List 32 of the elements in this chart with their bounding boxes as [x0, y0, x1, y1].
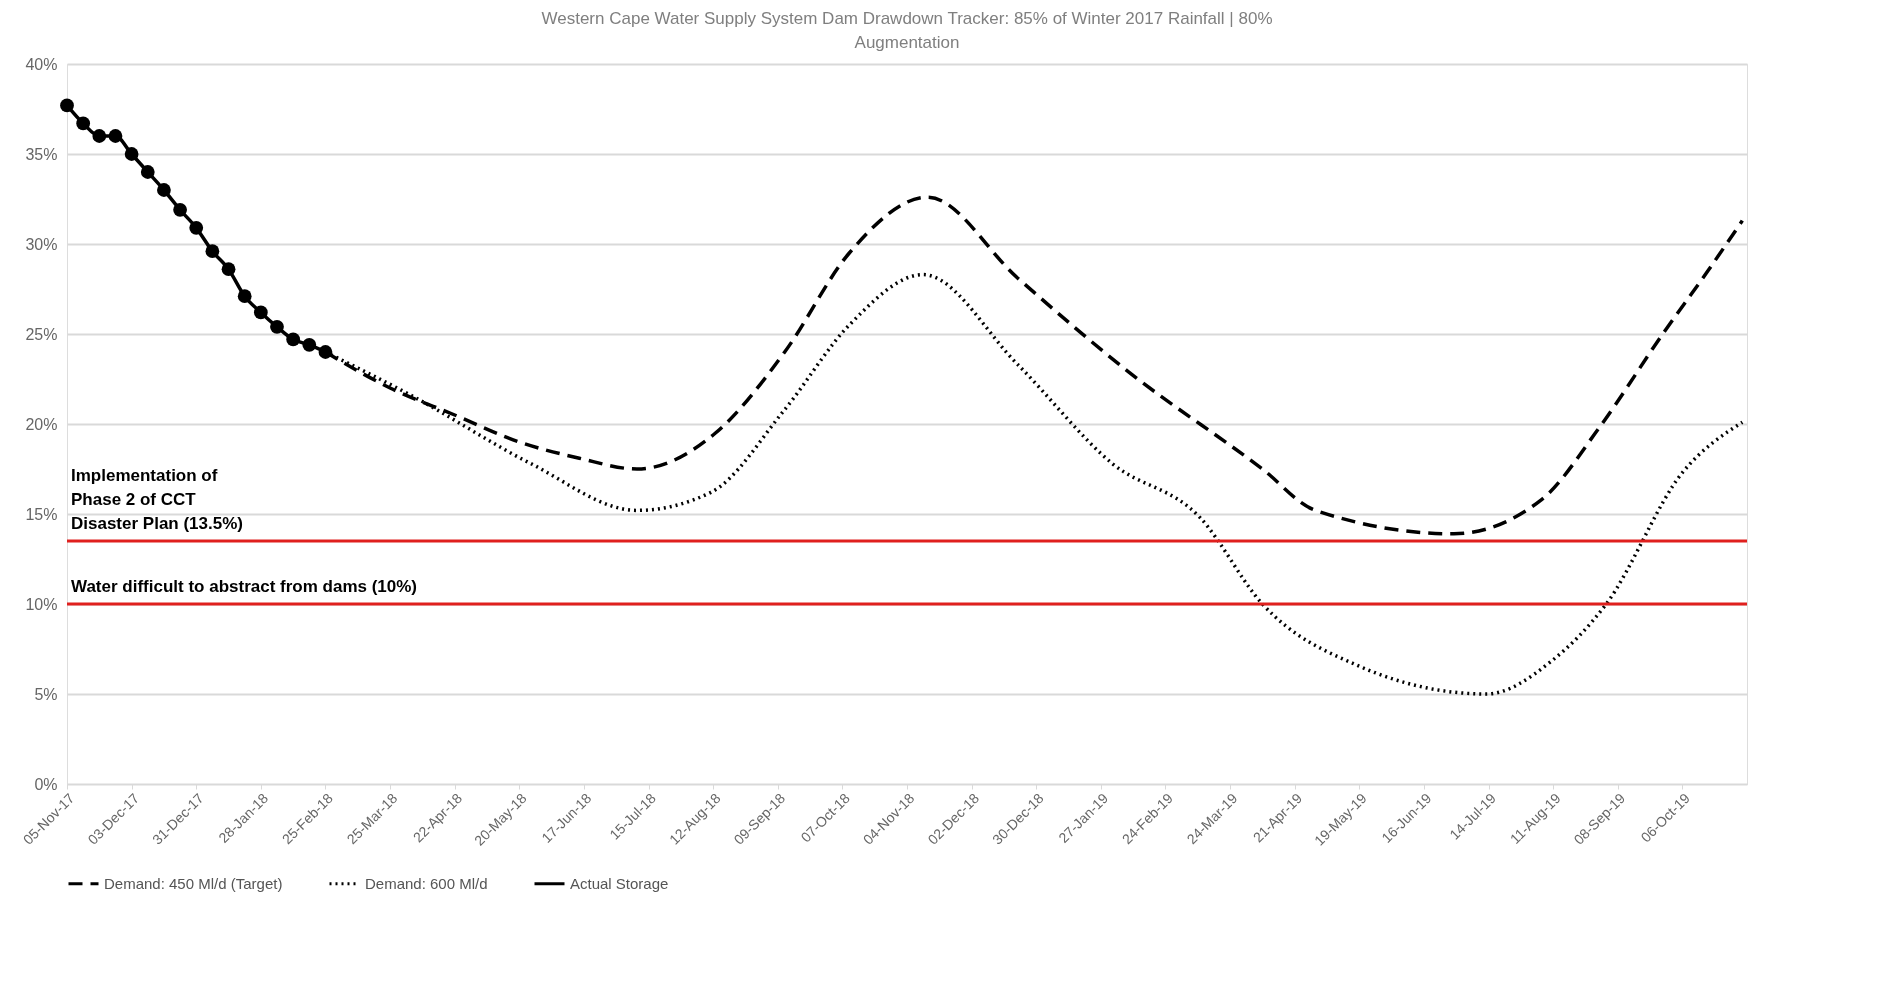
y-tick-label: 30% [25, 235, 58, 253]
point [157, 183, 171, 197]
legend-label: Demand: 600 Ml/d [365, 874, 488, 892]
point [60, 98, 74, 113]
y-tick-label: 40% [25, 55, 58, 73]
point [318, 345, 333, 359]
point [221, 262, 236, 277]
point [173, 202, 187, 217]
point [270, 319, 284, 334]
legend-label: Demand: 450 Ml/d (Target) [104, 874, 283, 892]
point [253, 305, 268, 320]
y-tick-label: 5% [34, 685, 58, 703]
y-tick-label: 0% [34, 775, 58, 793]
y-tick-label: 10% [25, 595, 58, 613]
ref-line-label: Implementation of Phase 2 of CCT Disaster Plan (13.5%) [71, 466, 243, 533]
point [205, 244, 220, 259]
point [189, 220, 204, 235]
point [302, 337, 317, 352]
point [140, 165, 155, 179]
point [286, 332, 301, 347]
ref-line-label: Water difficult to abstract from dams (10%) [71, 577, 418, 596]
y-tick-label: 35% [25, 145, 58, 163]
point [76, 116, 91, 131]
y-tick-label: 20% [25, 415, 58, 433]
legend-label: Actual Storage [570, 874, 669, 892]
point [92, 129, 107, 143]
point [237, 289, 252, 304]
y-tick-label: 25% [25, 325, 58, 343]
y-tick-label: 15% [25, 505, 58, 523]
chart-title: Western Cape Water Supply System Dam Drawdown Tracker: 85% of Winter 2017 Rainfall | 80% Augmentation [541, 9, 1273, 52]
point [108, 129, 123, 143]
point [124, 147, 139, 161]
